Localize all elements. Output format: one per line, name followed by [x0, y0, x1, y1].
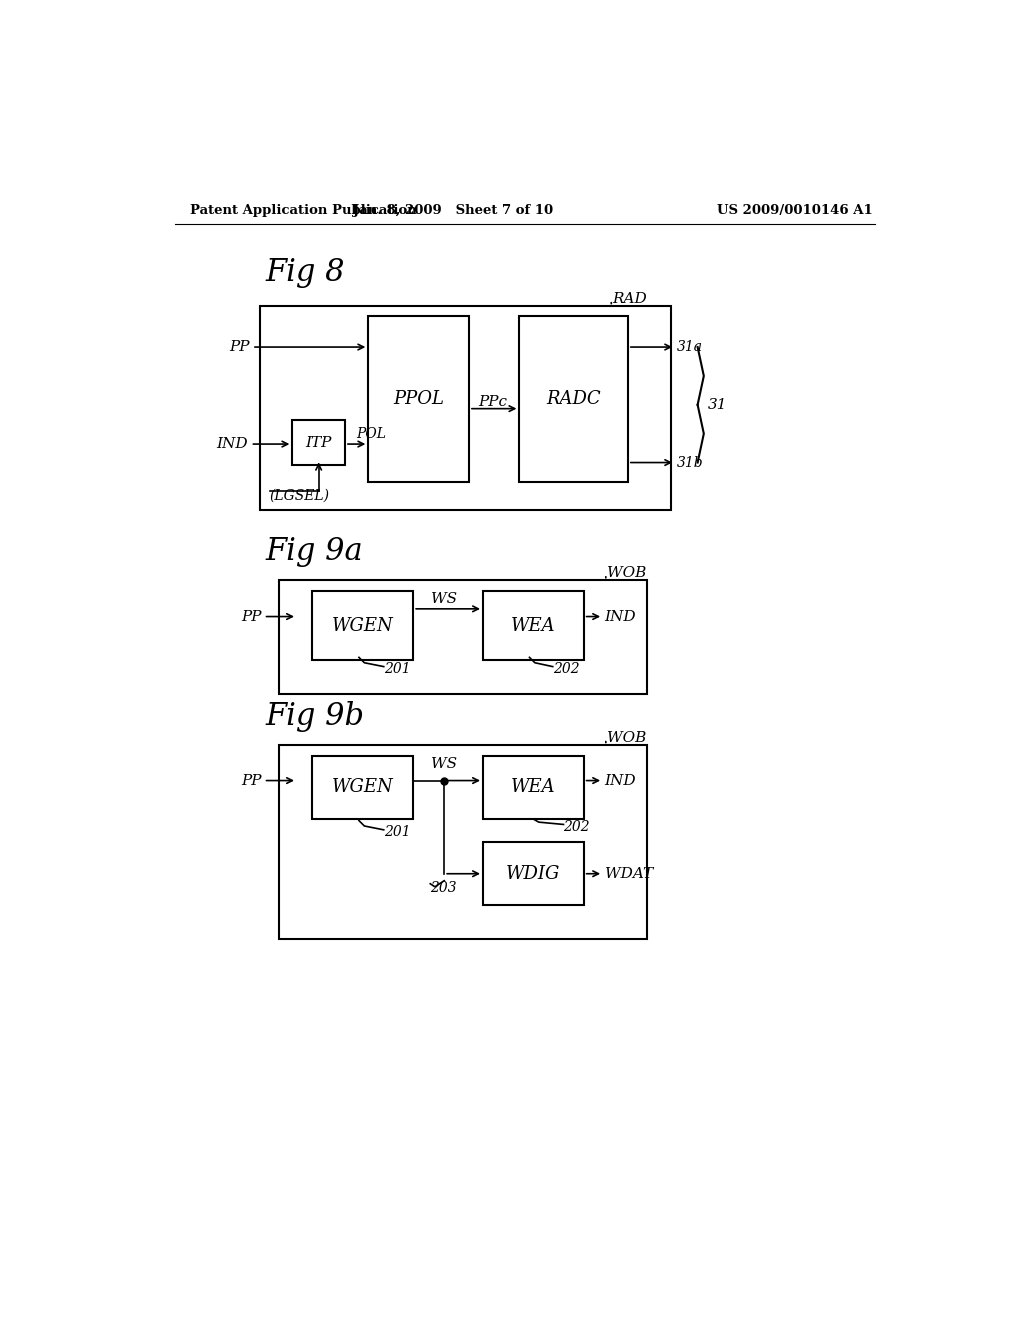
Text: IND: IND: [604, 610, 636, 623]
Text: RAD: RAD: [612, 292, 647, 306]
Text: PP: PP: [241, 774, 261, 788]
Text: ITP: ITP: [305, 436, 332, 450]
Text: Fig 8: Fig 8: [266, 257, 345, 288]
Text: (LGSEL): (LGSEL): [270, 488, 330, 503]
Text: WOB: WOB: [607, 731, 646, 746]
Text: IND: IND: [216, 437, 248, 451]
Text: Patent Application Publication: Patent Application Publication: [190, 205, 417, 218]
Text: Fig 9b: Fig 9b: [266, 701, 365, 733]
Text: PP: PP: [229, 341, 250, 354]
Text: 202: 202: [553, 661, 580, 676]
Text: RADC: RADC: [547, 389, 601, 408]
Bar: [519, 317, 628, 482]
Text: WGEN: WGEN: [332, 616, 393, 635]
Text: 203: 203: [430, 882, 457, 895]
Text: 31a: 31a: [677, 341, 702, 354]
Text: 202: 202: [563, 820, 590, 834]
Bar: [312, 756, 414, 818]
Bar: [483, 591, 584, 660]
Text: PPc: PPc: [478, 395, 507, 409]
Text: PP: PP: [241, 610, 261, 623]
Text: 201: 201: [384, 825, 411, 840]
Text: 31: 31: [708, 397, 727, 412]
Bar: [312, 591, 414, 660]
Bar: [280, 581, 647, 694]
Bar: [280, 744, 647, 940]
Bar: [483, 756, 584, 818]
Text: WOB: WOB: [607, 566, 646, 581]
Text: WEA: WEA: [511, 616, 556, 635]
Text: WDIG: WDIG: [506, 865, 560, 883]
Text: WS: WS: [431, 756, 458, 771]
Bar: [260, 306, 671, 511]
Text: WGEN: WGEN: [332, 779, 393, 796]
Text: IND: IND: [604, 774, 636, 788]
Text: 201: 201: [384, 661, 411, 676]
Text: WDAT: WDAT: [604, 867, 652, 880]
Text: US 2009/0010146 A1: US 2009/0010146 A1: [717, 205, 872, 218]
Bar: [483, 842, 584, 906]
Bar: [292, 420, 345, 465]
Text: WS: WS: [431, 591, 458, 606]
Text: POL: POL: [356, 428, 387, 441]
Text: WEA: WEA: [511, 779, 556, 796]
Text: Fig 9a: Fig 9a: [266, 536, 364, 566]
Text: PPOL: PPOL: [393, 389, 444, 408]
Text: Jan. 8, 2009   Sheet 7 of 10: Jan. 8, 2009 Sheet 7 of 10: [353, 205, 554, 218]
Text: 31b: 31b: [677, 455, 703, 470]
Bar: [369, 317, 469, 482]
